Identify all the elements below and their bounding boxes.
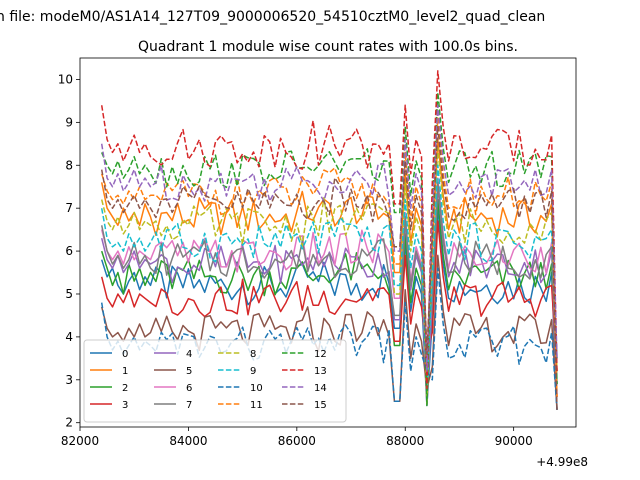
y-tick-label: 3 <box>65 373 73 387</box>
y-tick-label: 6 <box>65 244 73 258</box>
legend-label-6: 6 <box>186 383 192 394</box>
legend-label-15: 15 <box>314 400 327 411</box>
axes-frame <box>79 57 577 428</box>
series-line-0 <box>100 207 558 410</box>
series-line-4 <box>100 185 558 407</box>
series-line-9 <box>100 164 558 390</box>
chart-title: Quadrant 1 module wise count rates with … <box>138 39 518 55</box>
series-line-12 <box>101 91 558 407</box>
legend-label-5: 5 <box>186 366 192 377</box>
legend-label-14: 14 <box>314 383 327 394</box>
legend-label-0: 0 <box>122 349 128 360</box>
x-tick-label: 86000 <box>278 434 316 448</box>
legend-label-11: 11 <box>250 400 263 411</box>
legend-box <box>83 339 347 423</box>
legend-label-10: 10 <box>250 383 263 394</box>
legend-label-4: 4 <box>186 349 192 360</box>
legend-label-8: 8 <box>250 349 256 360</box>
legend-label-9: 9 <box>250 366 256 377</box>
y-tick-label: 5 <box>65 287 73 301</box>
legend-label-3: 3 <box>122 400 128 411</box>
legend-label-2: 2 <box>122 383 128 394</box>
y-tick-label: 10 <box>58 72 73 86</box>
series-line-3 <box>100 220 558 372</box>
x-tick-label: 88000 <box>386 434 424 448</box>
y-tick-label: 2 <box>65 416 73 430</box>
series-line-13 <box>100 70 558 390</box>
x-tick-label: 84000 <box>169 434 207 448</box>
x-tick-label: 90000 <box>495 434 533 448</box>
figure-suptitle: n file: modeM0/AS1A14_127T09_9000006520_… <box>0 9 545 25</box>
series-line-6 <box>100 177 558 398</box>
legend-label-13: 13 <box>314 366 327 377</box>
series-line-15 <box>100 125 558 410</box>
x-tick-label: 82000 <box>61 434 99 448</box>
legend-label-12: 12 <box>314 349 327 360</box>
y-tick-label: 4 <box>65 330 73 344</box>
y-tick-label: 7 <box>65 201 73 215</box>
legend-label-1: 1 <box>122 366 128 377</box>
y-tick-label: 9 <box>65 115 73 129</box>
series-line-14 <box>100 104 558 372</box>
y-tick-label: 8 <box>65 158 73 172</box>
series-line-8 <box>100 147 558 407</box>
legend-label-7: 7 <box>186 400 192 411</box>
x-axis-offset-label: +4.99e8 <box>536 455 588 469</box>
